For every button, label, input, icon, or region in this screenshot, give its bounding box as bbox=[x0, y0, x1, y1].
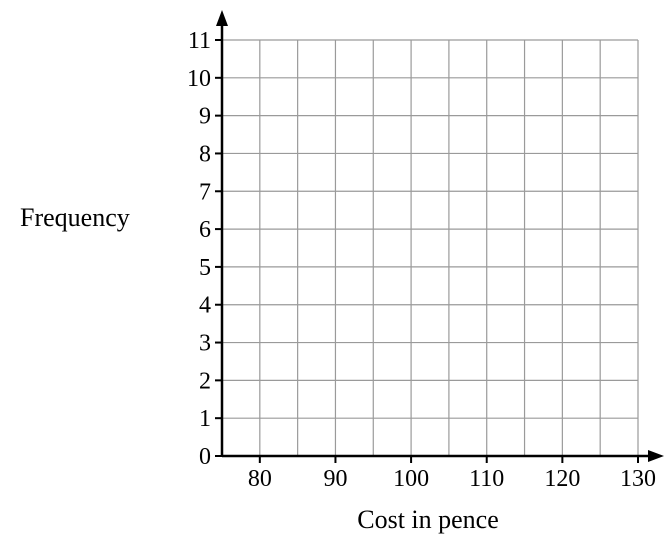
x-tick-label-120: 120 bbox=[544, 466, 580, 492]
x-tick-label-80: 80 bbox=[248, 466, 272, 492]
y-axis-label: Frequency bbox=[20, 203, 130, 232]
x-tick-label-100: 100 bbox=[393, 466, 429, 492]
x-tick-label-110: 110 bbox=[469, 466, 504, 492]
y-tick-label-9: 9 bbox=[199, 104, 211, 130]
x-axis-arrow bbox=[648, 450, 664, 462]
grid bbox=[222, 39, 639, 456]
y-tick-label-4: 4 bbox=[199, 293, 211, 319]
x-tick-label-130: 130 bbox=[620, 466, 656, 492]
y-tick-label-6: 6 bbox=[199, 217, 211, 243]
y-tick-label-7: 7 bbox=[199, 179, 211, 205]
y-tick-label-1: 1 bbox=[199, 406, 211, 432]
y-tick-label-0: 0 bbox=[199, 444, 211, 470]
x-tick-labels: 80 90 100 110 120 130 bbox=[248, 466, 656, 492]
y-tick-label-11: 11 bbox=[188, 28, 211, 54]
y-tick-labels: 0 1 2 3 4 5 6 7 8 9 10 11 bbox=[187, 28, 211, 470]
y-tick-label-5: 5 bbox=[199, 255, 211, 281]
x-axis-label: Cost in pence bbox=[357, 505, 499, 534]
y-axis-arrow bbox=[216, 10, 228, 26]
x-tick-label-90: 90 bbox=[323, 466, 347, 492]
y-tick-label-8: 8 bbox=[199, 141, 211, 167]
axes bbox=[215, 10, 664, 463]
y-tick-label-3: 3 bbox=[199, 331, 211, 357]
y-tick-label-10: 10 bbox=[187, 66, 211, 92]
y-tick-label-2: 2 bbox=[199, 368, 211, 394]
